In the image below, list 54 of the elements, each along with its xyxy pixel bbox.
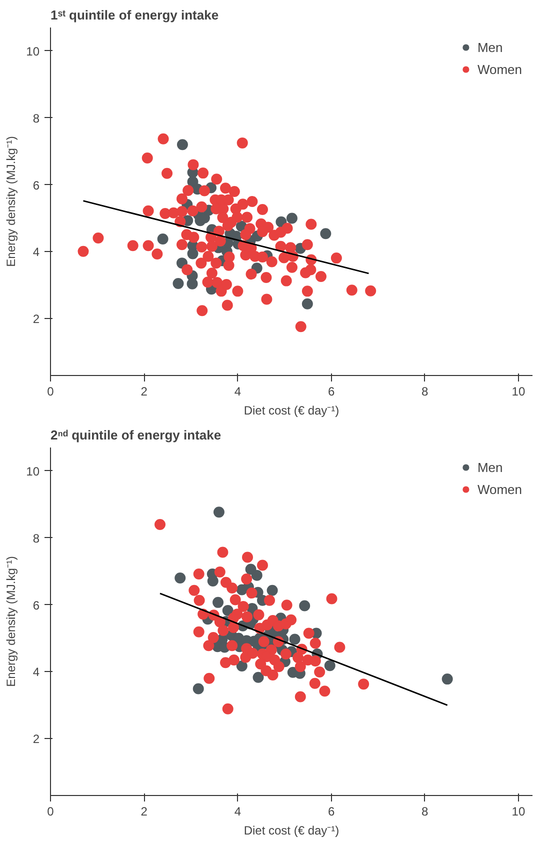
point <box>213 506 224 518</box>
legend-label: Women <box>477 482 522 496</box>
y-tick-label: 8 <box>32 531 40 546</box>
point <box>192 683 204 694</box>
point <box>251 570 262 581</box>
legend-label: Men <box>477 460 503 474</box>
x-axis-title: Diet cost (€ day⁻¹) <box>244 404 340 418</box>
point <box>174 572 186 584</box>
y-tick-label: 10 <box>26 44 40 58</box>
point <box>212 596 224 608</box>
y-tick-label: 8 <box>32 111 40 126</box>
x-tick-label: 4 <box>234 804 242 818</box>
y-tick-label: 2 <box>32 312 40 326</box>
point <box>266 584 278 596</box>
y-tick-label: 6 <box>32 178 40 192</box>
x-tick-label: 8 <box>422 384 429 398</box>
x-tick-label: 2 <box>140 384 148 398</box>
point <box>207 576 218 586</box>
x-tick-label: 0 <box>47 804 54 818</box>
x-tick-label: 6 <box>328 384 335 398</box>
point <box>236 660 248 672</box>
x-tick-label: 8 <box>422 804 429 818</box>
point <box>442 674 453 685</box>
point <box>187 248 198 260</box>
x-axis-title: Diet cost (€ day⁻¹) <box>244 824 340 838</box>
point <box>172 278 184 289</box>
point <box>302 298 313 310</box>
x-tick-label: 0 <box>47 384 54 398</box>
point <box>176 139 188 150</box>
legend-label: Women <box>477 62 522 76</box>
chart-title: 1ˢᵗ quintile of energy intake <box>50 8 219 22</box>
point <box>222 604 234 616</box>
point <box>320 228 332 240</box>
y-axis-title: Energy density (MJ.kg⁻¹) <box>4 136 18 267</box>
y-tick-label: 10 <box>26 464 40 478</box>
x-tick-label: 6 <box>328 804 335 818</box>
x-tick-label: 10 <box>512 804 526 818</box>
point <box>252 672 264 683</box>
x-tick-label: 10 <box>512 384 526 398</box>
y-tick-label: 4 <box>32 245 40 260</box>
y-tick-label: 2 <box>32 732 40 746</box>
y-tick-label: 4 <box>32 665 40 680</box>
x-tick-label: 2 <box>140 804 148 818</box>
point <box>324 660 336 672</box>
x-tick-label: 4 <box>234 384 242 398</box>
y-tick-label: 6 <box>32 598 40 612</box>
point <box>186 278 198 290</box>
point <box>289 634 300 645</box>
point <box>299 600 310 612</box>
y-axis-title: Energy density (MJ.kg⁻¹) <box>4 556 18 687</box>
chart-title: 2ⁿᵈ quintile of energy intake <box>50 428 222 442</box>
point <box>286 212 298 224</box>
point <box>157 233 168 244</box>
legend-label: Men <box>477 40 503 54</box>
